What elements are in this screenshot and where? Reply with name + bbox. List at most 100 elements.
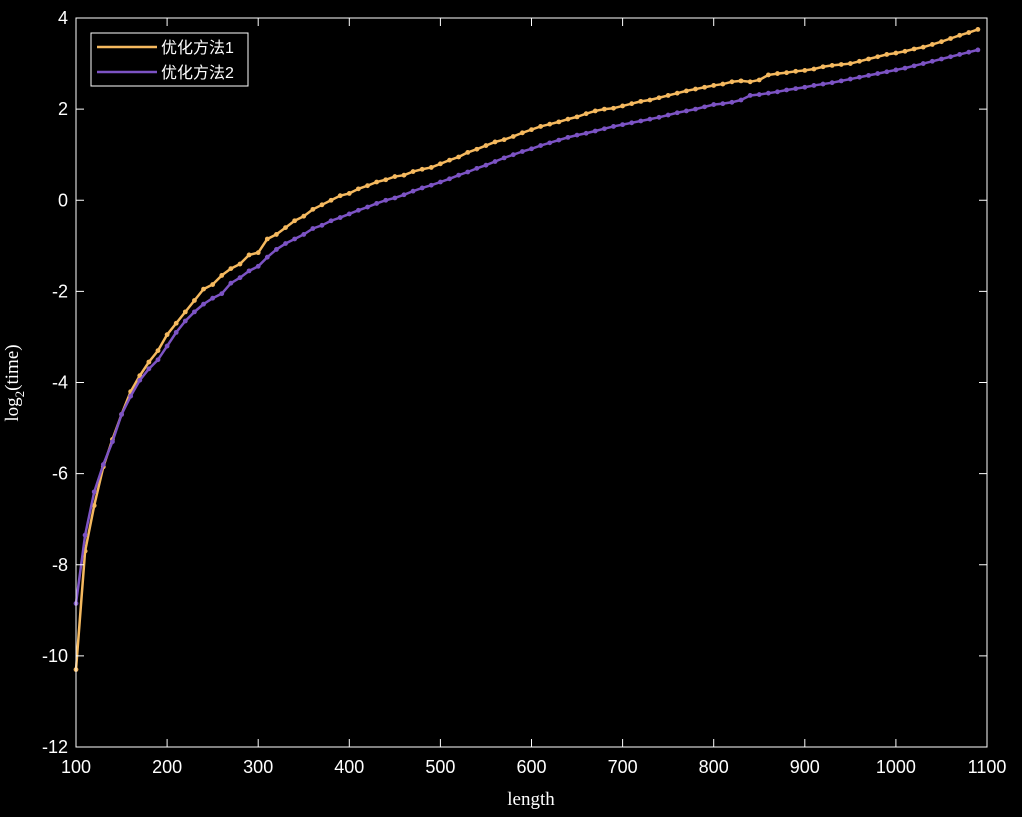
data-point — [793, 86, 799, 92]
data-point — [182, 309, 188, 315]
data-point — [829, 62, 835, 68]
data-point — [975, 47, 981, 53]
x-tick-label: 100 — [61, 757, 91, 777]
data-point — [829, 80, 835, 86]
data-point — [793, 68, 799, 74]
data-point — [483, 143, 489, 148]
data-point — [574, 114, 580, 120]
data-point — [228, 266, 234, 271]
data-point — [255, 263, 261, 269]
data-point — [620, 122, 625, 128]
legend-label-series-1: 优化方法1 — [161, 39, 234, 57]
data-point — [173, 329, 179, 335]
data-point — [884, 69, 890, 75]
series-2 — [73, 47, 981, 606]
data-point — [747, 79, 753, 85]
data-point — [164, 332, 170, 338]
data-point — [948, 54, 953, 60]
legend-box — [90, 32, 249, 87]
data-point — [556, 137, 562, 143]
x-tick-label: 500 — [425, 757, 455, 777]
data-point — [110, 439, 115, 445]
data-point — [438, 161, 443, 167]
data-point — [283, 241, 288, 246]
data-point — [638, 98, 644, 104]
data-point — [629, 120, 635, 126]
data-point — [474, 146, 480, 152]
data-point — [929, 42, 935, 47]
series-line — [74, 48, 979, 604]
y-tick-label: 2 — [58, 99, 68, 119]
data-point — [201, 301, 206, 307]
data-point — [274, 232, 279, 237]
y-tick-label: -6 — [52, 464, 68, 484]
data-point — [365, 183, 370, 189]
data-point — [893, 67, 899, 73]
data-point — [656, 114, 662, 120]
y-tick-label: -2 — [52, 281, 68, 301]
y-tick-label: 4 — [58, 8, 68, 28]
data-point — [720, 101, 726, 107]
data-point — [738, 78, 744, 84]
data-point — [702, 104, 707, 110]
data-point — [957, 52, 963, 57]
data-point — [392, 195, 398, 201]
data-point — [438, 179, 443, 185]
data-point — [811, 83, 817, 88]
data-point — [292, 236, 298, 242]
x-tick-label: 800 — [699, 757, 729, 777]
data-point — [592, 128, 598, 134]
data-point — [957, 32, 963, 38]
data-point — [192, 309, 197, 315]
data-point — [875, 71, 881, 76]
data-point — [155, 357, 161, 363]
data-point — [738, 97, 744, 103]
data-point — [756, 92, 762, 97]
data-point — [146, 359, 152, 365]
data-point — [656, 95, 662, 101]
data-point — [301, 232, 307, 237]
data-point — [337, 193, 343, 199]
data-point — [911, 63, 917, 69]
data-point — [729, 79, 735, 85]
data-point — [638, 118, 644, 124]
data-point — [319, 222, 325, 228]
x-tick-label: 900 — [790, 757, 820, 777]
data-point — [447, 176, 452, 182]
data-point — [419, 185, 425, 191]
data-point — [820, 64, 826, 70]
data-point — [674, 90, 680, 96]
legend-label-series-2: 优化方法2 — [161, 64, 234, 82]
data-point — [119, 411, 124, 417]
x-axis-ticks: 100 200 300 400 500 600 700 800 900 1000 1100 — [61, 18, 1006, 777]
legend: 优化方法1 优化方法2 — [90, 32, 249, 87]
data-point — [920, 61, 926, 66]
data-point — [702, 84, 707, 90]
y-axis-label: log2(time) — [2, 344, 27, 421]
data-point — [356, 207, 361, 213]
data-point — [374, 201, 380, 206]
data-point — [228, 280, 234, 286]
data-point — [510, 152, 516, 158]
x-axis-label: length — [507, 789, 555, 810]
data-point — [401, 192, 407, 198]
data-point — [283, 225, 288, 230]
data-point — [255, 250, 261, 256]
data-point — [647, 116, 653, 122]
data-point — [538, 143, 544, 148]
data-point — [693, 106, 698, 112]
data-point — [592, 108, 598, 114]
data-point — [492, 139, 498, 145]
y-tick-label: -10 — [42, 646, 68, 666]
y-axis-ticks: -12 -10 -8 -6 -4 -2 0 2 4 — [42, 8, 987, 757]
data-point — [884, 52, 890, 57]
data-point — [246, 268, 252, 274]
data-point — [565, 134, 571, 140]
data-point — [611, 105, 616, 111]
data-point — [583, 111, 589, 117]
data-point — [383, 177, 389, 183]
data-point — [210, 295, 216, 301]
data-point — [319, 202, 325, 208]
data-point — [711, 102, 717, 107]
